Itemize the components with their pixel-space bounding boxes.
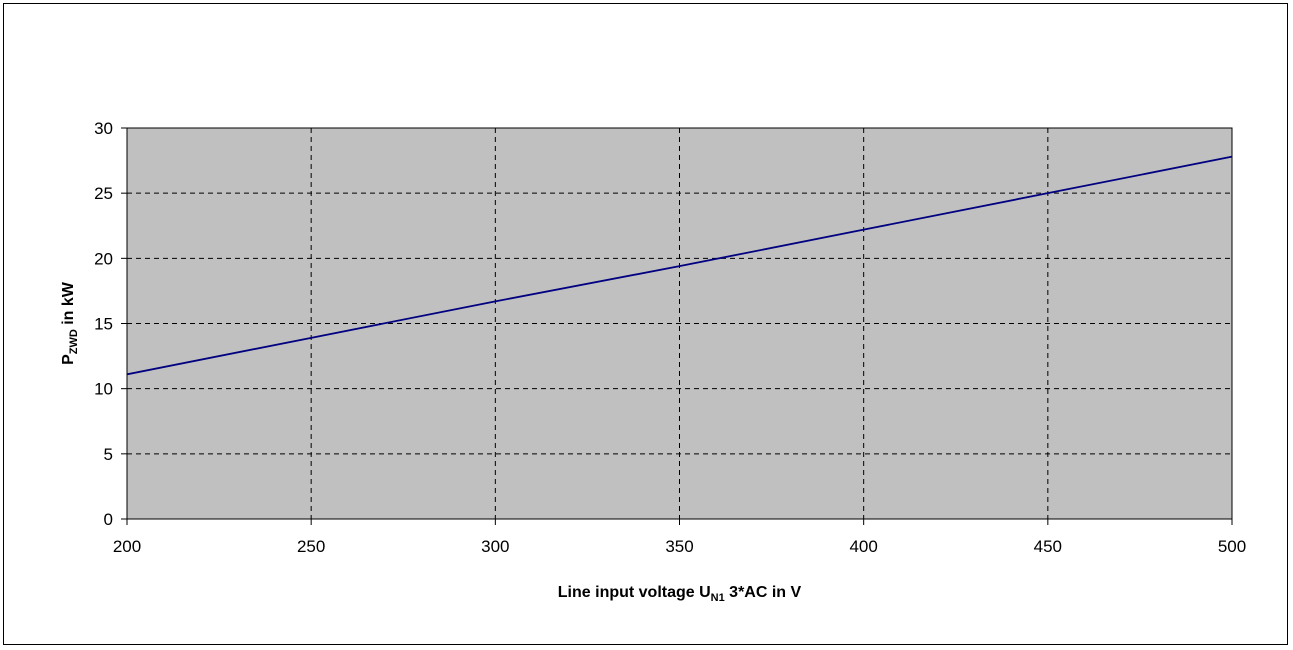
y-tick-label: 15: [94, 315, 113, 334]
tick-labels: 200 250 300 350 400 450 500 0 5 10 15 20 25 30: [94, 119, 1246, 556]
x-tick-label: 400: [849, 537, 877, 556]
y-tick-label: 10: [94, 380, 113, 399]
x-tick-label: 500: [1218, 537, 1246, 556]
x-tick-label: 350: [665, 537, 693, 556]
x-tick-label: 250: [297, 537, 325, 556]
y-tick-label: 0: [104, 510, 113, 529]
y-tick-label: 20: [94, 249, 113, 268]
x-axis-title-sub: N1: [711, 592, 725, 604]
x-tick-label: 450: [1034, 537, 1062, 556]
y-tick-label: 25: [94, 184, 113, 203]
x-tick-label: 200: [113, 537, 141, 556]
series-group: [126, 155, 1233, 376]
y-tick-label: 5: [104, 445, 113, 464]
x-axis-title-suffix: 3*AC in V: [725, 584, 802, 601]
x-tick-label: 300: [481, 537, 509, 556]
y-tick-label: 30: [94, 119, 113, 138]
y-axis-title: PZWD in kW: [60, 281, 80, 365]
x-axis-title: Line input voltage UN1 3*AC in V: [558, 584, 802, 604]
y-axis-title-sub: ZWD: [68, 329, 80, 354]
series-line: [126, 155, 1233, 376]
y-axis-title-main: P: [60, 354, 77, 365]
x-axis-title-main: Line input voltage U: [558, 584, 711, 601]
y-axis-title-suffix: in kW: [60, 281, 77, 329]
axes: [121, 127, 1233, 525]
